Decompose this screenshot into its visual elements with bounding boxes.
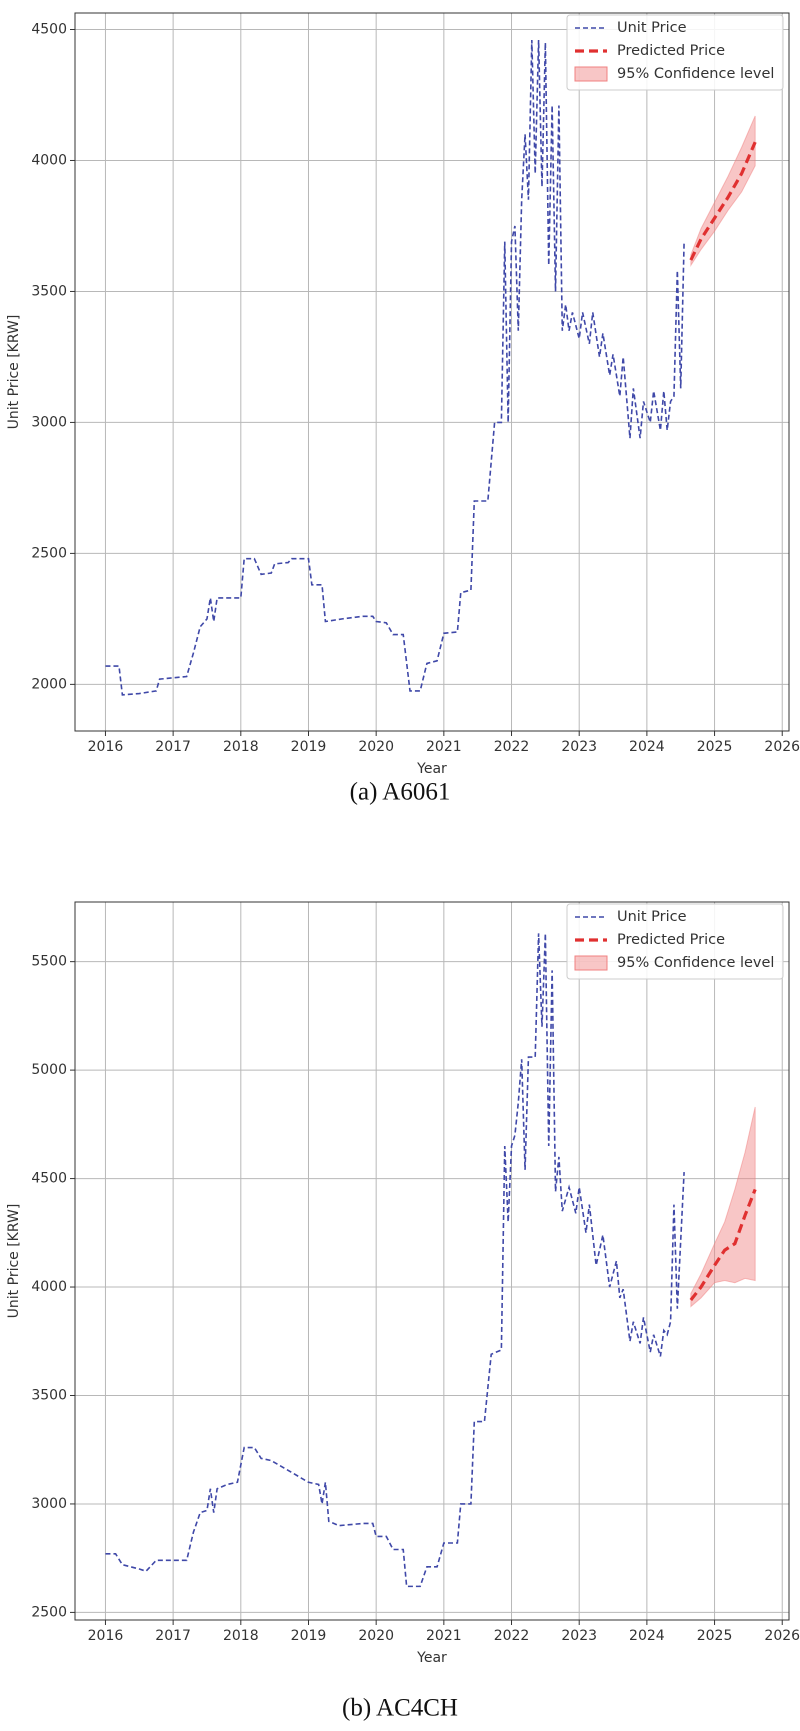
plot-frame	[74, 12, 790, 732]
y-axis-label: Unit Price [KRW]	[6, 315, 22, 430]
legend-label: 95% Confidence level	[617, 955, 774, 971]
legend: Unit Price Predicted Price 95% Confidence …	[566, 903, 784, 980]
series-line	[105, 39, 685, 696]
x-tick-label: 2024	[629, 739, 665, 755]
y-tick-label: 3000	[31, 414, 67, 430]
x-tick-label: 2020	[358, 739, 394, 755]
x-axis-label: Year	[416, 1650, 447, 1666]
legend-label: Predicted Price	[617, 932, 725, 948]
y-tick-label: 3000	[31, 1496, 67, 1512]
y-tick-label: 5500	[31, 954, 67, 970]
x-tick-label: 2023	[561, 739, 597, 755]
caption: (a) A6061	[350, 779, 451, 806]
y-tick-label: 4000	[31, 152, 67, 168]
x-tick-label: 2022	[494, 1628, 530, 1644]
x-tick-label: 2026	[764, 1628, 800, 1644]
y-tick-label: 3500	[31, 1387, 67, 1403]
y-tick-label: 4500	[31, 1171, 67, 1187]
x-tick-label: 2019	[291, 739, 327, 755]
x-axis-label: Year	[416, 761, 447, 777]
chart: 2016 2017 2018 2019 2020 2021 2022 2023 2024 2025…	[6, 12, 800, 806]
x-tick-label: 2016	[88, 1628, 124, 1644]
y-tick-label: 2500	[31, 1604, 67, 1620]
caption: (b) AC4CH	[342, 1695, 458, 1722]
x-tick-label: 2021	[426, 1628, 462, 1644]
x-tick-label: 2020	[358, 1628, 394, 1644]
y-tick-label: 2000	[31, 676, 67, 692]
x-tick-label: 2018	[223, 1628, 259, 1644]
x-tick-label: 2018	[223, 739, 259, 755]
legend: Unit Price Predicted Price 95% Confidence …	[566, 14, 784, 91]
legend-label: Unit Price	[617, 20, 687, 36]
legend-label: 95% Confidence level	[617, 66, 774, 82]
x-tick-label: 2025	[697, 1628, 733, 1644]
x-tick-label: 2017	[155, 739, 191, 755]
y-tick-label: 4500	[31, 22, 67, 38]
x-tick-label: 2026	[764, 739, 800, 755]
legend-label: Predicted Price	[617, 43, 725, 59]
y-tick-label: 3500	[31, 283, 67, 299]
legend-label: Unit Price	[617, 909, 687, 925]
x-tick-label: 2024	[629, 1628, 665, 1644]
x-tick-label: 2016	[88, 739, 124, 755]
x-tick-label: 2019	[291, 1628, 327, 1644]
y-axis-label: Unit Price [KRW]	[6, 1204, 22, 1319]
confidence-band	[690, 1106, 756, 1308]
legend-swatch	[574, 66, 608, 82]
x-tick-label: 2017	[155, 1628, 191, 1644]
series-line	[689, 1188, 757, 1302]
x-tick-label: 2021	[426, 739, 462, 755]
legend-swatch	[574, 955, 608, 971]
series-line	[105, 933, 685, 1588]
x-tick-label: 2022	[494, 739, 530, 755]
legend-box	[566, 903, 784, 980]
plot-frame	[74, 901, 790, 1621]
y-tick-label: 2500	[31, 545, 67, 561]
x-tick-label: 2025	[697, 739, 733, 755]
legend-box	[566, 14, 784, 91]
x-tick-label: 2023	[561, 1628, 597, 1644]
y-tick-label: 5000	[31, 1062, 67, 1078]
chart: 2016 2017 2018 2019 2020 2021 2022 2023 2024 2025…	[6, 901, 800, 1722]
y-tick-label: 4000	[31, 1279, 67, 1295]
series-line	[689, 141, 757, 261]
